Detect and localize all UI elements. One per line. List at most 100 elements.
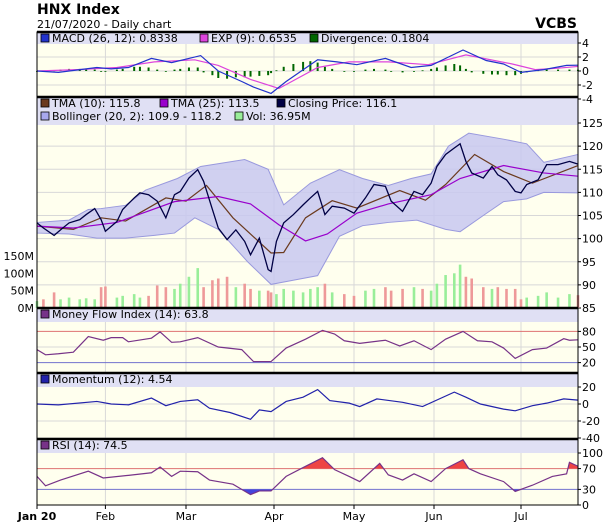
divergence-bar bbox=[234, 71, 237, 78]
volume-bar bbox=[525, 297, 528, 308]
macd-legend-band bbox=[37, 32, 578, 44]
price-y-tick-label: 85 bbox=[582, 302, 596, 315]
divergence-bar bbox=[309, 61, 312, 71]
volume-bar bbox=[536, 295, 540, 308]
momentum-y-tick-label: 20 bbox=[582, 381, 596, 394]
divergence-bar bbox=[401, 71, 404, 73]
divergence-bar bbox=[100, 71, 103, 72]
price-legend-swatch bbox=[40, 111, 50, 121]
divergence-bar bbox=[343, 71, 346, 72]
chart-subtitle: 21/07/2020 - Daily chart bbox=[37, 18, 172, 31]
divergence-bar bbox=[202, 71, 205, 73]
price-legend-swatch bbox=[234, 111, 244, 121]
volume-tick-label: 0M bbox=[18, 302, 35, 315]
rsi-y-tick-label: 30 bbox=[582, 483, 596, 496]
divergence-bar bbox=[217, 71, 220, 78]
volume-bar bbox=[234, 287, 238, 308]
divergence-bar bbox=[93, 69, 96, 71]
volume-bar bbox=[470, 278, 473, 308]
price-legend-swatch bbox=[159, 98, 169, 108]
volume-bar bbox=[243, 283, 246, 308]
price-y-tick-label: 110 bbox=[582, 186, 603, 199]
volume-bar bbox=[458, 264, 462, 308]
volume-bar bbox=[225, 276, 229, 308]
volume-bar bbox=[99, 287, 103, 308]
divergence-bar bbox=[390, 71, 393, 72]
mfi-legend-label: Money Flow Index (14): 63.8 bbox=[52, 308, 209, 321]
divergence-bar bbox=[133, 66, 136, 71]
divergence-bar bbox=[353, 71, 355, 72]
exp-line bbox=[36, 54, 579, 90]
divergence-bar bbox=[491, 71, 493, 75]
price-legend-label: TMA (25): 113.5 bbox=[170, 97, 260, 110]
price-legend-label: Bollinger (20, 2): 109.9 - 118.2 bbox=[52, 110, 222, 123]
volume-bar bbox=[453, 273, 456, 308]
price-y-tick-label: 100 bbox=[582, 233, 603, 246]
x-tick-label: Jun bbox=[424, 510, 442, 523]
volume-bar bbox=[556, 297, 560, 308]
macd-y-tick-label: 4 bbox=[582, 37, 589, 50]
volume-bar bbox=[429, 290, 433, 308]
volume-bar bbox=[164, 287, 168, 308]
divergence-bar bbox=[323, 66, 326, 71]
volume-bar bbox=[266, 290, 270, 308]
divergence-bar bbox=[505, 71, 508, 76]
volume-bar bbox=[173, 288, 176, 308]
price-y-tick-label: 120 bbox=[582, 140, 603, 153]
volume-bar bbox=[269, 292, 273, 308]
divergence-bar bbox=[121, 68, 124, 71]
divergence-bar bbox=[453, 64, 456, 71]
divergence-bar bbox=[270, 71, 273, 74]
x-tick-label: May bbox=[343, 510, 366, 523]
price-legend-swatch bbox=[276, 98, 286, 108]
rsi-legend-band bbox=[37, 439, 578, 453]
volume-bar bbox=[121, 295, 124, 308]
macd-panel: 420-2-4 MACD (26, 12): 0.8338 EXP (9): 0.6… bbox=[36, 30, 593, 106]
mfi-y-tick-label: 20 bbox=[582, 357, 596, 370]
divergence-bar bbox=[514, 71, 517, 76]
rsi-line bbox=[36, 456, 579, 496]
divergence-bar bbox=[435, 67, 438, 71]
mfi-legend-swatch bbox=[40, 309, 50, 319]
divergence-bar bbox=[85, 68, 88, 71]
volume-bar bbox=[421, 288, 424, 308]
volume-bar bbox=[496, 287, 500, 308]
rsi-legend-label: RSI (14): 74.5 bbox=[52, 439, 128, 452]
volume-bar bbox=[464, 276, 468, 308]
volume-bar bbox=[568, 294, 571, 308]
divergence-bar bbox=[179, 68, 182, 71]
volume-bar bbox=[519, 299, 523, 308]
mfi-y-tick-label: 50 bbox=[582, 341, 596, 354]
divergence-bar bbox=[464, 68, 467, 71]
volume-bar bbox=[147, 295, 150, 308]
divergence-bar bbox=[430, 68, 433, 71]
divergence-bar bbox=[545, 69, 548, 71]
x-tick-label: Jan 20 bbox=[17, 510, 57, 523]
divergence-bar bbox=[459, 65, 462, 71]
rsi-y-tick-label: 0 bbox=[582, 499, 589, 512]
divergence-bar bbox=[147, 67, 150, 71]
momentum-legend-band bbox=[37, 373, 578, 387]
x-tick-label: Apr bbox=[264, 510, 284, 523]
volume-tick-label: 50M bbox=[11, 285, 35, 298]
price-legend-label: Closing Price: 116.1 bbox=[288, 97, 397, 110]
macd-legend-label: EXP (9): 0.6535 bbox=[211, 32, 297, 45]
volume-bar bbox=[282, 288, 285, 308]
tma-25-line bbox=[36, 164, 579, 242]
mfi-y-tick-label: 80 bbox=[582, 325, 596, 338]
divergence-bar bbox=[115, 69, 118, 71]
volume-bar bbox=[258, 290, 261, 308]
divergence-bar bbox=[496, 71, 499, 75]
momentum-y-tick-label: 0 bbox=[582, 398, 589, 411]
macd-legend-label: Divergence: 0.1804 bbox=[321, 32, 429, 45]
divergence-bar bbox=[413, 71, 415, 72]
volume-bar bbox=[155, 285, 159, 308]
volume-bar bbox=[187, 276, 191, 308]
volume-bar bbox=[389, 290, 393, 308]
volume-bar bbox=[249, 288, 252, 308]
volume-bar bbox=[309, 288, 312, 308]
macd-y-tick-label: -4 bbox=[582, 93, 593, 106]
volume-tick-label: 150M bbox=[4, 250, 35, 263]
mfi-line bbox=[36, 329, 579, 363]
volume-bar bbox=[59, 299, 62, 308]
